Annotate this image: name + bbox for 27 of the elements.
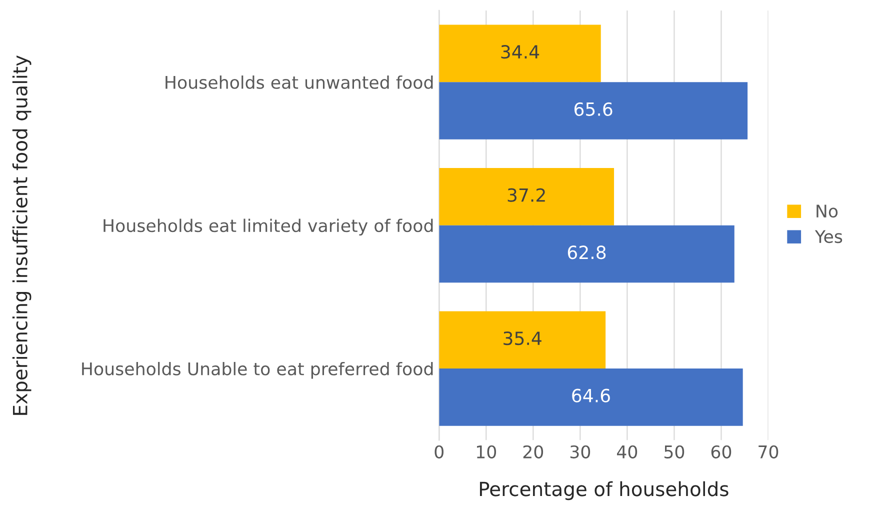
data-label: 65.6 [574,102,612,116]
data-label: 34.4 [501,45,540,59]
data-label: 62.8 [568,246,606,260]
x-tick-label: 60 [711,445,732,458]
data-label: 35.4 [504,331,542,346]
x-axis-title: Percentage of households [480,481,728,500]
legend-label: Yes [814,230,842,244]
x-tick-label: 10 [476,445,496,458]
x-tick-label: 70 [758,445,778,458]
y-tick-label: Households Unable to eat preferred food [82,362,433,379]
x-tick-label: 20 [523,445,544,458]
bar [439,368,743,426]
data-label: 64.6 [572,388,610,402]
y-tick-label: Households eat limited variety of food [104,218,433,236]
x-tick-label: 40 [616,445,638,458]
bar [439,82,748,140]
bar [439,225,734,283]
y-tick-label: Households eat unwanted food [166,75,433,89]
x-tick-label: 30 [570,445,590,458]
bar [439,168,614,226]
bar [439,311,606,369]
legend-label: No [816,204,838,218]
x-tick-label: 50 [664,445,684,458]
bar [439,24,601,82]
y-axis-title: Experiencing insufficient food quality [12,55,32,415]
x-tick-label: 0 [434,445,444,458]
data-label: 37.2 [508,188,545,202]
